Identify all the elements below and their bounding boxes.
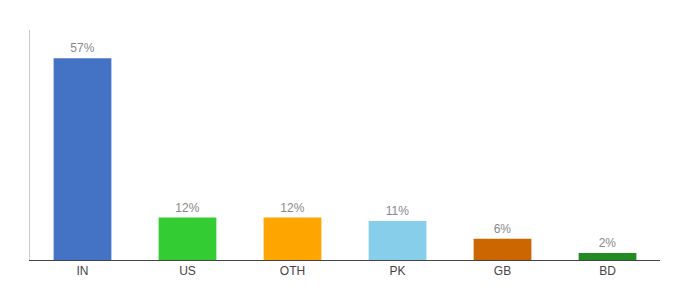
svg-text:OTH: OTH bbox=[280, 264, 305, 278]
svg-text:6%: 6% bbox=[494, 222, 512, 236]
svg-text:GB: GB bbox=[494, 264, 511, 278]
svg-text:IN: IN bbox=[77, 264, 89, 278]
svg-text:12%: 12% bbox=[280, 201, 304, 215]
svg-text:12%: 12% bbox=[175, 201, 199, 215]
svg-text:11%: 11% bbox=[386, 204, 409, 218]
svg-text:US: US bbox=[179, 264, 196, 278]
svg-text:BD: BD bbox=[599, 264, 616, 278]
svg-text:PK: PK bbox=[389, 264, 405, 278]
svg-text:2%: 2% bbox=[599, 236, 617, 250]
svg-text:57%: 57% bbox=[70, 41, 94, 55]
